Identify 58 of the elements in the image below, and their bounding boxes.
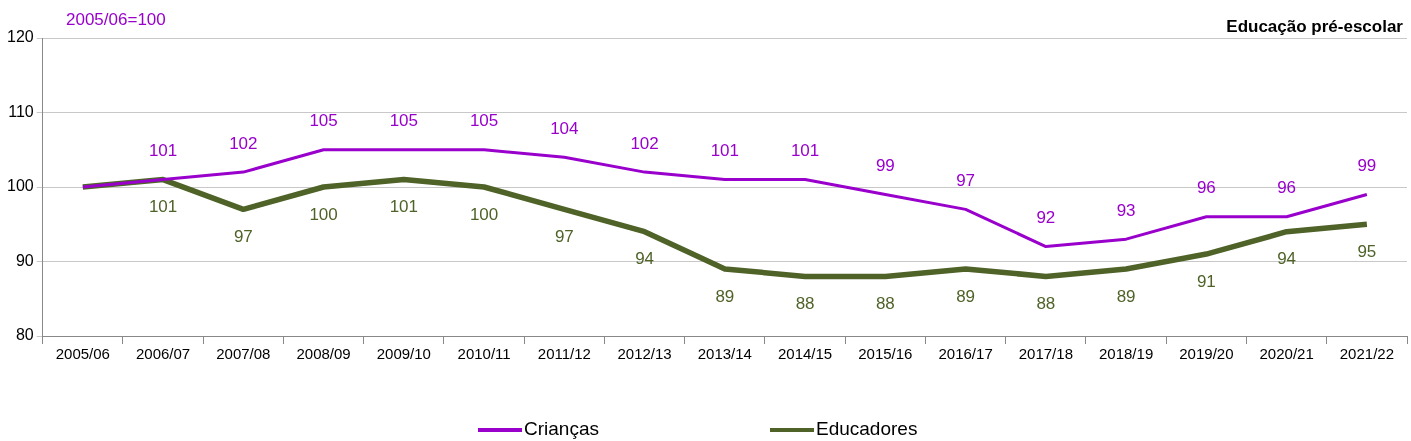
data-label: 89 bbox=[1116, 286, 1136, 306]
x-tick-label: 2016/17 bbox=[938, 345, 993, 363]
y-tick-label: 100 bbox=[6, 177, 34, 195]
data-label: 88 bbox=[875, 294, 895, 314]
data-label: 89 bbox=[715, 286, 735, 306]
data-label: 88 bbox=[795, 294, 815, 314]
data-label: 101 bbox=[148, 141, 178, 161]
data-label: 91 bbox=[1196, 271, 1216, 291]
data-label: 105 bbox=[469, 111, 499, 131]
x-tick-label: 2006/07 bbox=[135, 345, 191, 363]
x-tick-label: 2008/09 bbox=[296, 345, 351, 363]
legend-label: Crianças bbox=[524, 418, 599, 440]
data-label: 89 bbox=[956, 286, 976, 306]
x-tick-label: 2021/22 bbox=[1339, 345, 1394, 363]
data-label: 94 bbox=[635, 249, 655, 269]
data-label: 99 bbox=[1357, 156, 1377, 176]
data-label: 105 bbox=[389, 111, 419, 131]
data-label: 105 bbox=[309, 111, 338, 131]
text: 2005/06=100 bbox=[66, 9, 166, 29]
data-label: 101 bbox=[790, 141, 820, 161]
data-label: 101 bbox=[148, 197, 178, 217]
data-label: 100 bbox=[469, 204, 499, 224]
y-tick-label: 90 bbox=[15, 251, 34, 269]
data-label: 97 bbox=[554, 227, 574, 247]
x-tick-label: 2005/06 bbox=[55, 345, 110, 363]
x-tick-label: 2019/20 bbox=[1179, 345, 1234, 363]
data-label: 97 bbox=[956, 171, 976, 191]
x-tick-label: 2009/10 bbox=[376, 345, 431, 363]
x-tick-label: 2017/18 bbox=[1018, 345, 1073, 363]
x-tick-label: 2010/11 bbox=[457, 345, 511, 363]
data-label: 102 bbox=[630, 133, 659, 153]
x-tick-label: 2013/14 bbox=[697, 345, 752, 363]
x-tick-label: 2011/12 bbox=[537, 345, 591, 363]
data-label: 97 bbox=[233, 227, 253, 247]
data-label: 104 bbox=[550, 118, 579, 138]
x-tick-label: 2020/21 bbox=[1259, 345, 1314, 363]
y-tick-label: 120 bbox=[6, 28, 34, 46]
data-label: 102 bbox=[229, 133, 258, 153]
data-label: 88 bbox=[1036, 294, 1056, 314]
x-tick-label: 2007/08 bbox=[216, 345, 271, 363]
data-label: 101 bbox=[710, 141, 740, 161]
data-label: 99 bbox=[875, 156, 895, 176]
x-tick-label: 2012/13 bbox=[617, 345, 672, 363]
y-tick-label: 110 bbox=[8, 102, 34, 120]
x-tick-label: 2014/15 bbox=[777, 345, 833, 363]
x-tick-label: 2015/16 bbox=[858, 345, 913, 363]
data-label: 100 bbox=[309, 204, 338, 224]
y-tick-label: 80 bbox=[15, 326, 34, 344]
data-label: 94 bbox=[1277, 249, 1297, 269]
data-label: 96 bbox=[1196, 178, 1216, 198]
data-label: 101 bbox=[389, 197, 419, 217]
data-label: 92 bbox=[1036, 208, 1056, 228]
data-label: 96 bbox=[1277, 178, 1297, 198]
legend-label: Educadores bbox=[816, 418, 918, 440]
data-label: 95 bbox=[1357, 241, 1377, 261]
data-label: 93 bbox=[1116, 200, 1136, 220]
x-tick-label: 2018/19 bbox=[1099, 345, 1154, 363]
chart-title: Educação pré-escolar bbox=[1226, 16, 1404, 36]
